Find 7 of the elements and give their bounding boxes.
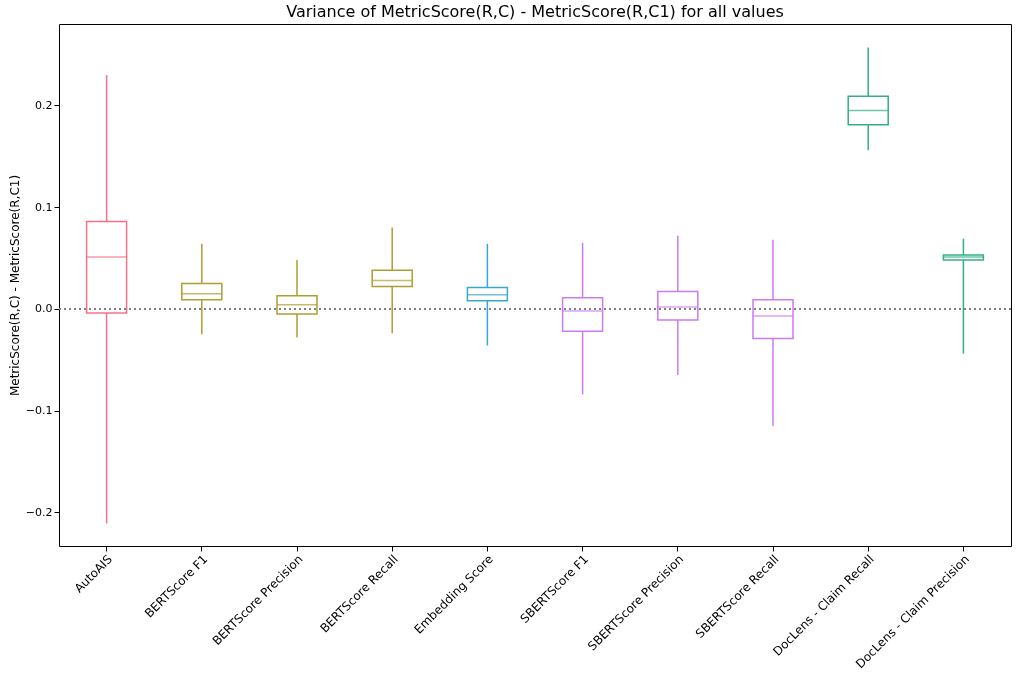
y-tick-label: −0.1: [25, 404, 53, 418]
y-tick-label: 0.1: [35, 200, 53, 214]
y-axis-title: MetricScore(R,C) - MetricScore(R,C1): [7, 174, 22, 397]
y-tick-label: 0.2: [35, 98, 53, 112]
y-tick-label: −0.2: [25, 505, 53, 519]
chart-title: Variance of MetricScore(R,C) - MetricScore(R,C1) for all values: [286, 2, 784, 21]
y-tick-label: 0.0: [35, 302, 53, 316]
